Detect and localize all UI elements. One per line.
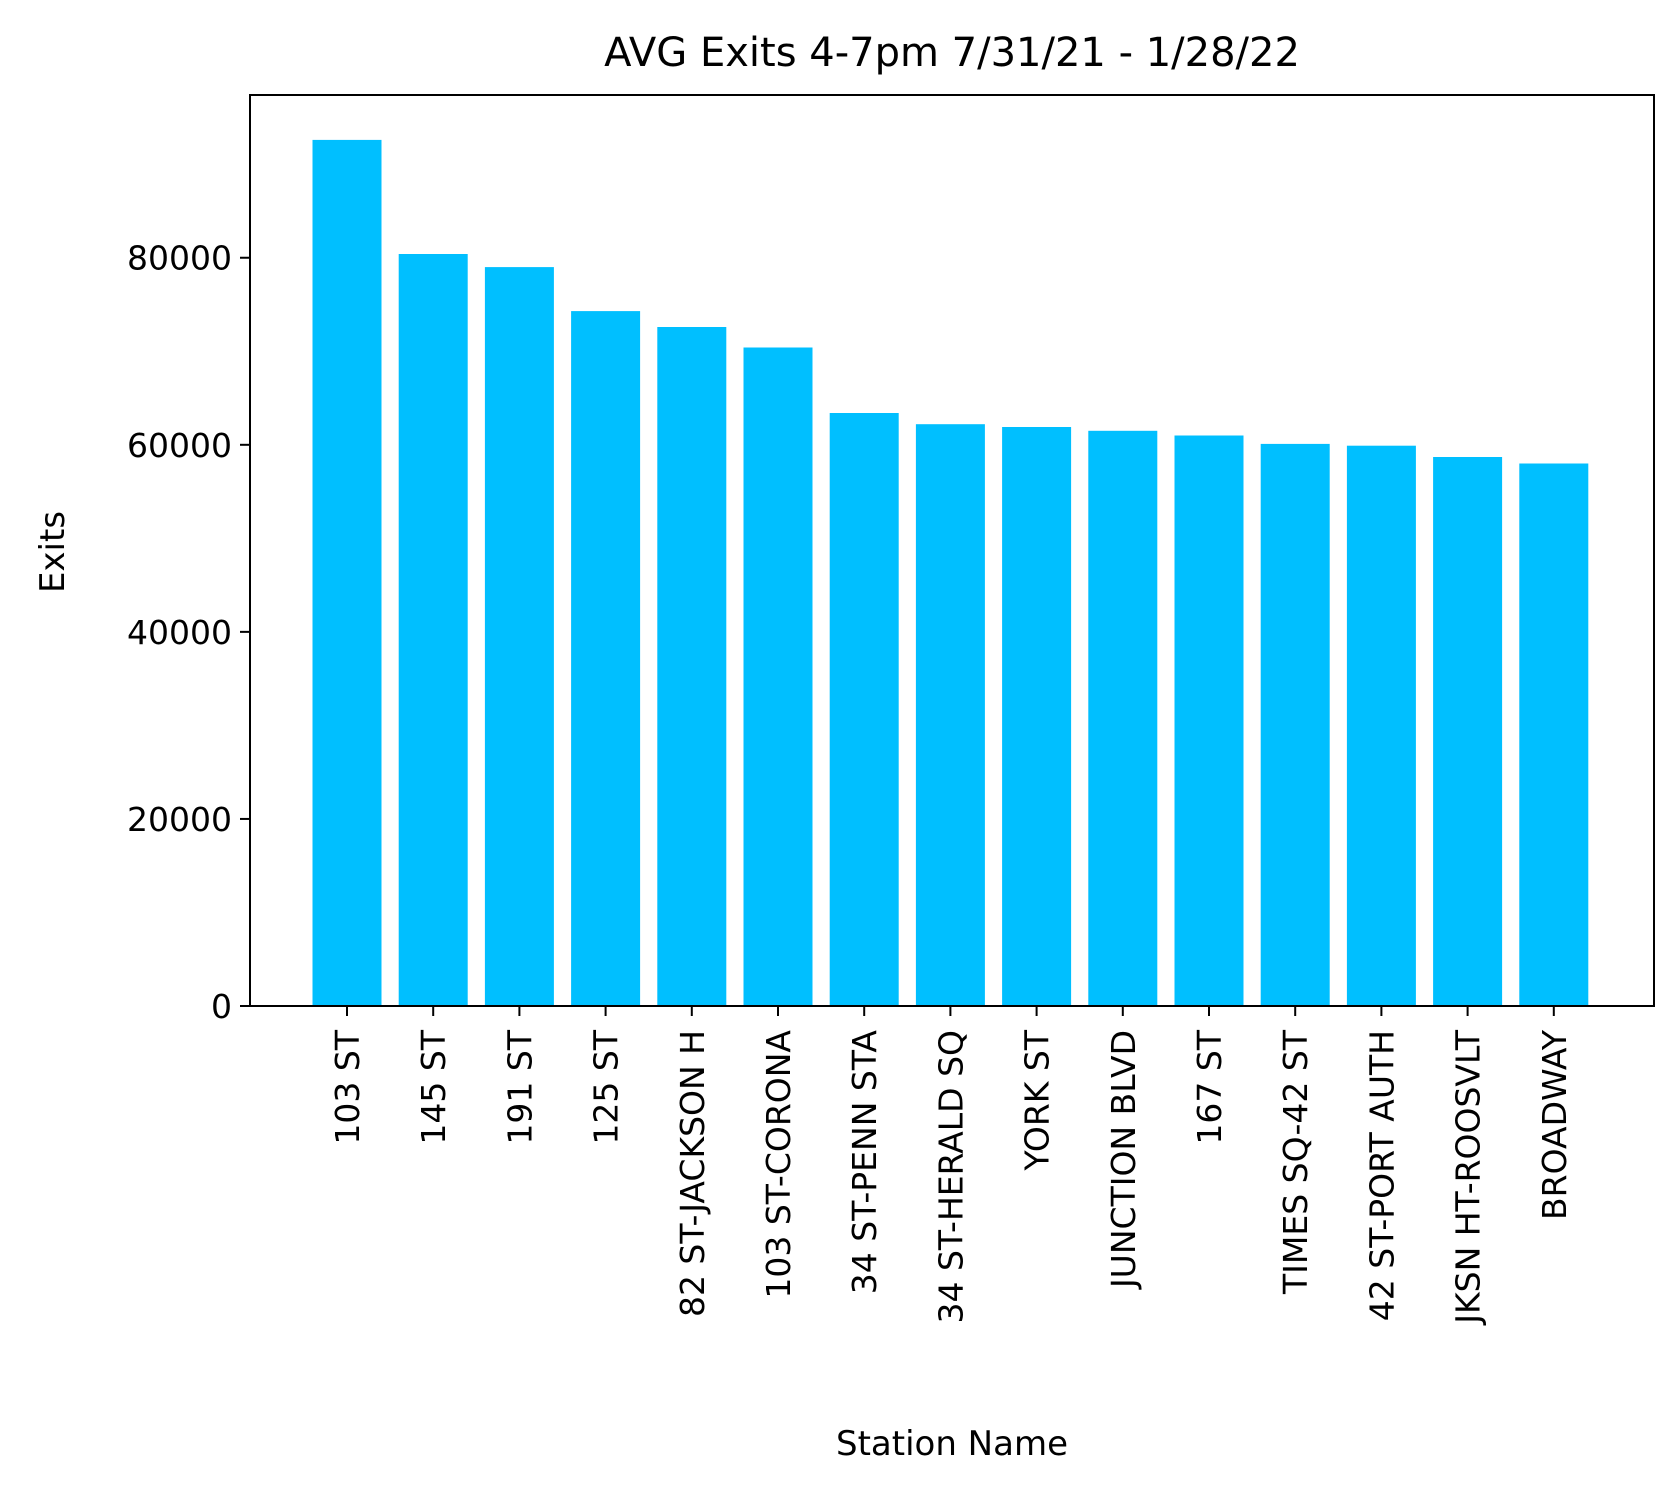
bar	[1346, 445, 1416, 1006]
plot-frame	[249, 94, 1655, 1007]
chart-title: AVG Exits 4-7pm 7/31/21 - 1/28/22	[604, 30, 1300, 76]
x-tick-label: 103 ST	[328, 1029, 367, 1144]
y-tick-label: 20000	[127, 800, 232, 839]
bar	[743, 347, 813, 1006]
x-tick-label: TIMES SQ-42 ST	[1276, 1029, 1315, 1295]
bar	[829, 413, 899, 1006]
y-tick-label: 60000	[127, 426, 232, 465]
x-tick-label: JUNCTION BLVD	[1104, 1030, 1143, 1290]
bar	[1433, 457, 1503, 1006]
bar	[1002, 427, 1072, 1006]
x-tick-label: JKSN HT-ROOSVLT	[1449, 1029, 1488, 1326]
bar	[571, 311, 641, 1007]
bar	[657, 327, 727, 1006]
y-axis-ticks: 0 20000 40000 60000 80000	[127, 239, 250, 1026]
bar	[1088, 430, 1158, 1006]
x-tick-label: 167 ST	[1190, 1029, 1229, 1144]
bar	[398, 254, 468, 1006]
x-tick-label: 82 ST-JACKSON H	[673, 1030, 712, 1317]
x-axis-label: Station Name	[836, 1424, 1068, 1464]
bar	[1174, 435, 1244, 1006]
x-axis-ticks: 103 ST 145 ST 191 ST 125 ST 82 ST-JACKSON H 1…	[328, 1006, 1574, 1326]
bar	[484, 267, 554, 1007]
y-tick-label: 80000	[127, 239, 232, 278]
x-tick-label: 103 ST-CORONA	[759, 1030, 798, 1299]
x-tick-label: 191 ST	[500, 1029, 539, 1144]
x-tick-label: BROADWAY	[1535, 1029, 1574, 1220]
bar	[1260, 443, 1330, 1006]
x-tick-label: 34 ST-PENN STA	[845, 1030, 884, 1295]
x-tick-label: 145 ST	[414, 1029, 453, 1144]
bar	[915, 424, 985, 1006]
x-tick-label: 42 ST-PORT AUTH	[1362, 1030, 1401, 1321]
bar	[312, 139, 382, 1006]
bars-group	[312, 139, 1589, 1007]
y-tick-label: 0	[211, 987, 232, 1026]
bar	[1519, 463, 1589, 1006]
y-axis-label: Exits	[33, 511, 73, 593]
x-tick-label: YORK ST	[1018, 1029, 1057, 1171]
x-tick-label: 125 ST	[587, 1029, 626, 1144]
x-tick-label: 34 ST-HERALD SQ	[931, 1030, 970, 1324]
y-tick-label: 40000	[127, 613, 232, 652]
